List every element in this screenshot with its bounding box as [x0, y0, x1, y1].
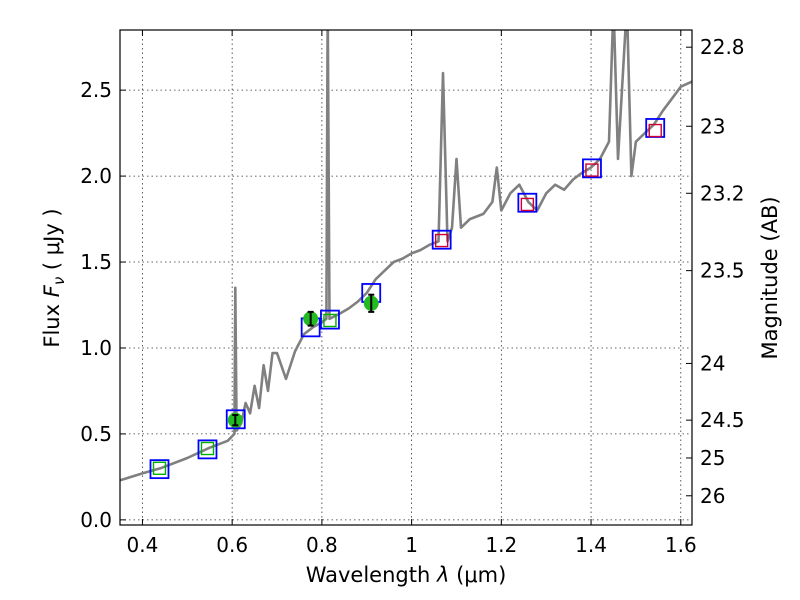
y2-tick-label: 25: [700, 446, 725, 470]
x-tick-label: 1.4: [575, 533, 607, 557]
y-tick-label: 1.0: [80, 336, 112, 360]
axis-ticks: 0.4 0.6 0.8 1 1.2 1.4 1.6 0.0 0.5 1.0 1.5 2.0 2.5 22.…: [80, 30, 745, 557]
photometry-square: [434, 233, 449, 248]
photometry-square: [152, 461, 167, 475]
plot-frame: [119, 29, 693, 526]
y2-tick-label: 24: [700, 351, 725, 375]
y2-tick-label: 23.2: [700, 181, 745, 205]
y2-tick-label: 22.8: [700, 35, 745, 59]
x-tick-label: 1.6: [665, 533, 697, 557]
y2-tick-label: 26: [700, 484, 725, 508]
photometry-square: [200, 441, 215, 456]
x-tick-label: 0.4: [127, 533, 159, 557]
data-series: [120, 30, 692, 482]
y2-axis-label: Magnitude (AB): [758, 196, 782, 359]
photometry-square: [648, 123, 662, 138]
photometry-square: [320, 309, 340, 330]
y-axis-label: Flux Fν ( μJy ): [40, 208, 68, 347]
x-tick-label: 0.6: [216, 533, 248, 557]
photometry-square: [431, 229, 452, 250]
spectrum-line: [120, 30, 692, 482]
y-tick-label: 2.5: [80, 78, 112, 102]
y-tick-label: 1.5: [80, 250, 112, 274]
y-tick-label: 0.5: [80, 422, 112, 446]
y-tick-label: 2.0: [80, 164, 112, 188]
x-tick-label: 0.8: [306, 533, 338, 557]
photometry-square: [197, 439, 218, 460]
y2-tick-label: 23.5: [700, 259, 745, 283]
y-tick-label: 0.0: [80, 508, 112, 532]
photometry-square: [149, 459, 170, 480]
photometry-square: [323, 313, 337, 328]
photometry-square: [517, 192, 538, 213]
x-tick-label: 1: [405, 533, 418, 557]
x-axis-label: Wavelength λ (μm): [306, 563, 507, 587]
grid: [120, 30, 692, 525]
photometry-square: [582, 158, 602, 179]
x-tick-label: 1.2: [485, 533, 517, 557]
photometry-square: [585, 163, 599, 177]
y2-tick-label: 23: [700, 114, 725, 138]
photometry-square: [225, 409, 246, 430]
photometry-square: [520, 197, 535, 212]
y2-tick-label: 24.5: [700, 408, 745, 432]
